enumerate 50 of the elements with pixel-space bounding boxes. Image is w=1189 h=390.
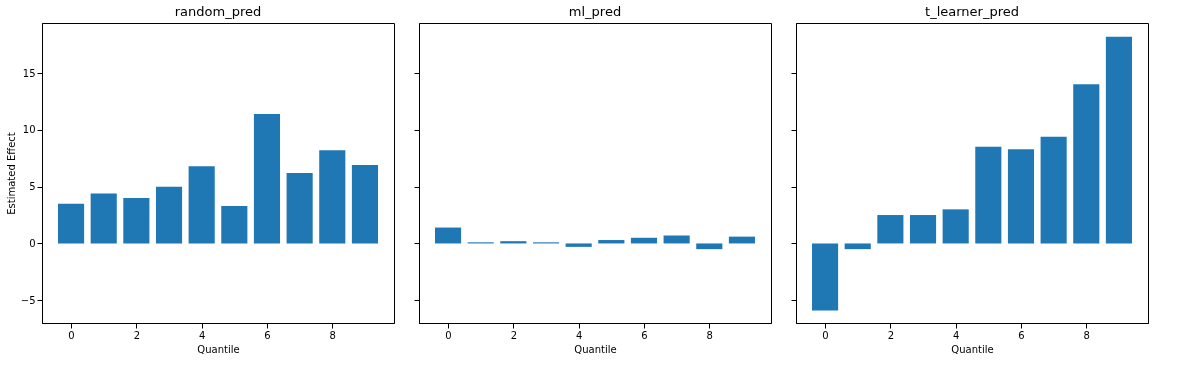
bar (1105, 36, 1132, 244)
bar (565, 243, 592, 247)
bar (942, 209, 969, 244)
bar (1073, 84, 1100, 244)
bar (221, 205, 248, 244)
bar (286, 173, 313, 244)
x-tick-label: 0 (445, 329, 452, 341)
chart-title: random_pred (174, 4, 262, 19)
y-tick-label: 15 (22, 67, 36, 79)
x-tick-label: 2 (510, 329, 518, 341)
bar (877, 215, 904, 244)
bar (319, 150, 346, 244)
x-axis-title: Quantile (951, 343, 994, 355)
x-axis-title: Quantile (197, 343, 240, 355)
x-tick-label: 4 (575, 329, 583, 341)
chart-title: ml_pred (568, 4, 622, 19)
bar (351, 165, 378, 244)
x-tick-label: 6 (264, 329, 271, 341)
x-tick-label: 4 (952, 329, 960, 341)
bar (1007, 149, 1035, 244)
x-tick-label: 2 (133, 329, 141, 341)
x-tick-label: 6 (1018, 329, 1025, 341)
bar (90, 193, 117, 244)
bar (188, 166, 215, 244)
x-tick-label: 8 (329, 329, 336, 341)
x-tick-label: 6 (641, 329, 648, 341)
bar (58, 203, 85, 244)
x-tick-label: 2 (887, 329, 895, 341)
x-axis-title: Quantile (574, 343, 617, 355)
bar (696, 243, 723, 250)
x-tick-label: 8 (706, 329, 713, 341)
bar (975, 146, 1002, 244)
y-tick-label: −5 (20, 294, 36, 306)
x-tick-label: 0 (68, 329, 75, 341)
bar (1040, 136, 1067, 244)
y-tick-label: 10 (22, 124, 36, 136)
y-tick-label: 0 (29, 237, 36, 249)
bar (123, 198, 150, 244)
chart-title: t_learner_pred (925, 4, 1019, 19)
bar (909, 215, 937, 244)
x-tick-label: 8 (1083, 329, 1090, 341)
y-axis-title: Estimated Effect (5, 132, 17, 215)
x-tick-label: 0 (822, 329, 829, 341)
y-tick-label: 5 (29, 181, 36, 193)
bar (435, 227, 462, 244)
bar (812, 243, 839, 311)
bar (844, 243, 871, 250)
bar (155, 186, 183, 244)
x-tick-label: 4 (198, 329, 206, 341)
bar (253, 113, 281, 244)
